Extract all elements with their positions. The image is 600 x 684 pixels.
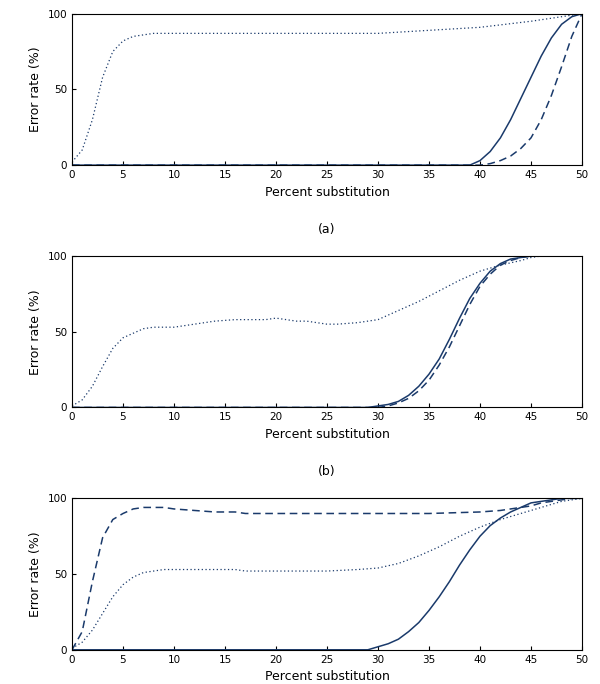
X-axis label: Percent substitution: Percent substitution bbox=[265, 428, 389, 441]
X-axis label: Percent substitution: Percent substitution bbox=[265, 670, 389, 683]
Y-axis label: Error rate (%): Error rate (%) bbox=[29, 531, 42, 617]
Y-axis label: Error rate (%): Error rate (%) bbox=[29, 47, 42, 132]
Text: (a): (a) bbox=[318, 223, 336, 236]
X-axis label: Percent substitution: Percent substitution bbox=[265, 185, 389, 198]
Y-axis label: Error rate (%): Error rate (%) bbox=[29, 289, 42, 375]
Text: (b): (b) bbox=[318, 465, 336, 478]
